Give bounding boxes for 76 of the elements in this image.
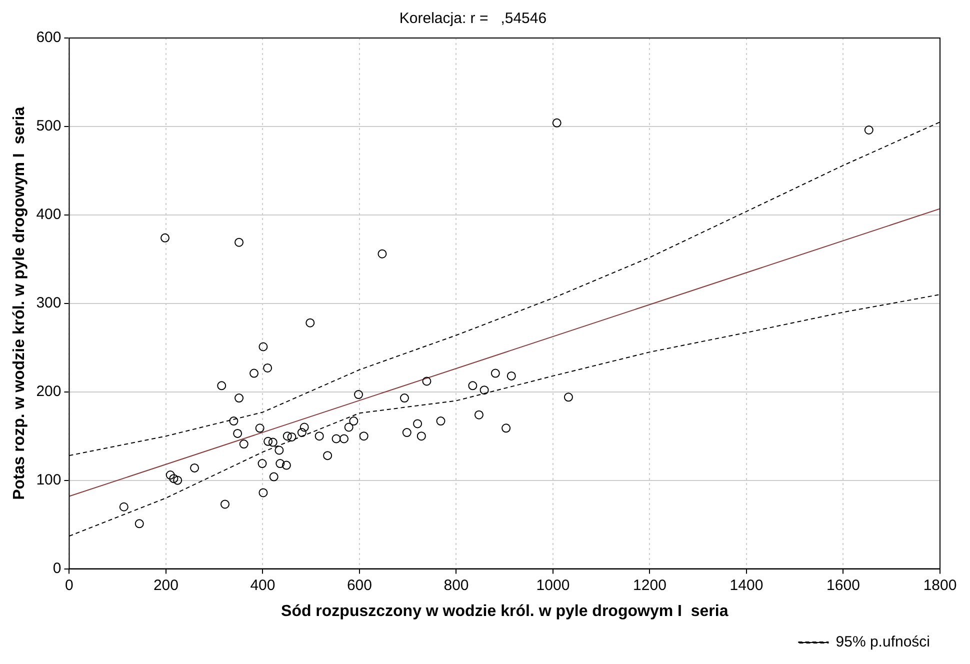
point	[119, 502, 128, 512]
x-tick-label: 0	[65, 576, 74, 594]
point	[263, 363, 272, 372]
point	[378, 249, 387, 258]
point	[258, 488, 268, 498]
x-tick-label: 1400	[730, 576, 764, 594]
point	[323, 451, 332, 460]
x-tick-label: 1800	[923, 576, 957, 594]
y-tick-label: 0	[52, 560, 62, 577]
x-tick-label: 600	[346, 576, 372, 594]
point	[400, 394, 409, 403]
y-tick-label: 100	[36, 471, 62, 488]
point	[300, 422, 309, 432]
point	[258, 459, 267, 468]
y-tick-label: 300	[36, 294, 62, 312]
point	[190, 463, 200, 472]
point	[297, 428, 306, 438]
point	[332, 434, 341, 444]
point	[220, 500, 230, 509]
point	[160, 233, 170, 242]
point	[233, 428, 242, 438]
point	[359, 432, 368, 441]
y-tick-label: 600	[36, 29, 62, 46]
point	[502, 424, 511, 433]
x-tick-label: 1600	[826, 576, 860, 594]
point	[255, 424, 264, 433]
point	[239, 440, 248, 449]
point	[416, 432, 426, 441]
point	[480, 386, 489, 395]
x-tick-label: 1200	[633, 576, 666, 594]
point	[344, 422, 354, 432]
chart-title: Korelacja: r = ,54546	[399, 10, 547, 28]
point	[234, 238, 244, 247]
point	[250, 368, 259, 378]
y-tick-label: 200	[36, 383, 62, 400]
point	[564, 392, 573, 402]
point	[413, 419, 422, 428]
point	[468, 381, 478, 390]
legend-label: 95% p.ufności	[836, 634, 930, 651]
point	[258, 342, 268, 352]
x-tick-label: 1000	[536, 576, 570, 594]
point	[282, 432, 292, 441]
point	[506, 371, 516, 380]
point	[169, 474, 178, 484]
point	[287, 432, 296, 442]
x-tick-label: 800	[444, 576, 469, 594]
point	[340, 434, 349, 444]
point	[274, 446, 284, 455]
point	[229, 416, 238, 426]
point	[864, 126, 874, 135]
y-tick-label: 500	[36, 118, 62, 135]
y-axis-title: Potas rozp. w wodzie król. w pyle drogowym I seria	[11, 106, 28, 500]
point	[354, 390, 364, 400]
point	[173, 476, 182, 485]
point	[349, 416, 358, 426]
point	[436, 416, 446, 426]
point	[422, 376, 432, 386]
point	[134, 519, 144, 528]
point	[282, 460, 291, 470]
point	[166, 470, 175, 480]
point	[306, 318, 315, 328]
point	[552, 118, 562, 128]
x-tick-label: 200	[153, 576, 178, 594]
point	[217, 381, 226, 390]
point	[276, 459, 285, 468]
x-axis-title: Sód rozpuszczony w wodzie król. w pyle drogowym I seria	[281, 602, 728, 620]
point	[402, 428, 412, 438]
point	[314, 432, 324, 441]
y-tick-label: 400	[36, 206, 62, 224]
point	[474, 410, 484, 420]
point	[490, 368, 500, 378]
point	[268, 438, 278, 447]
point	[264, 436, 273, 446]
x-tick-label: 400	[250, 576, 276, 594]
point	[269, 472, 278, 482]
point	[234, 394, 244, 403]
